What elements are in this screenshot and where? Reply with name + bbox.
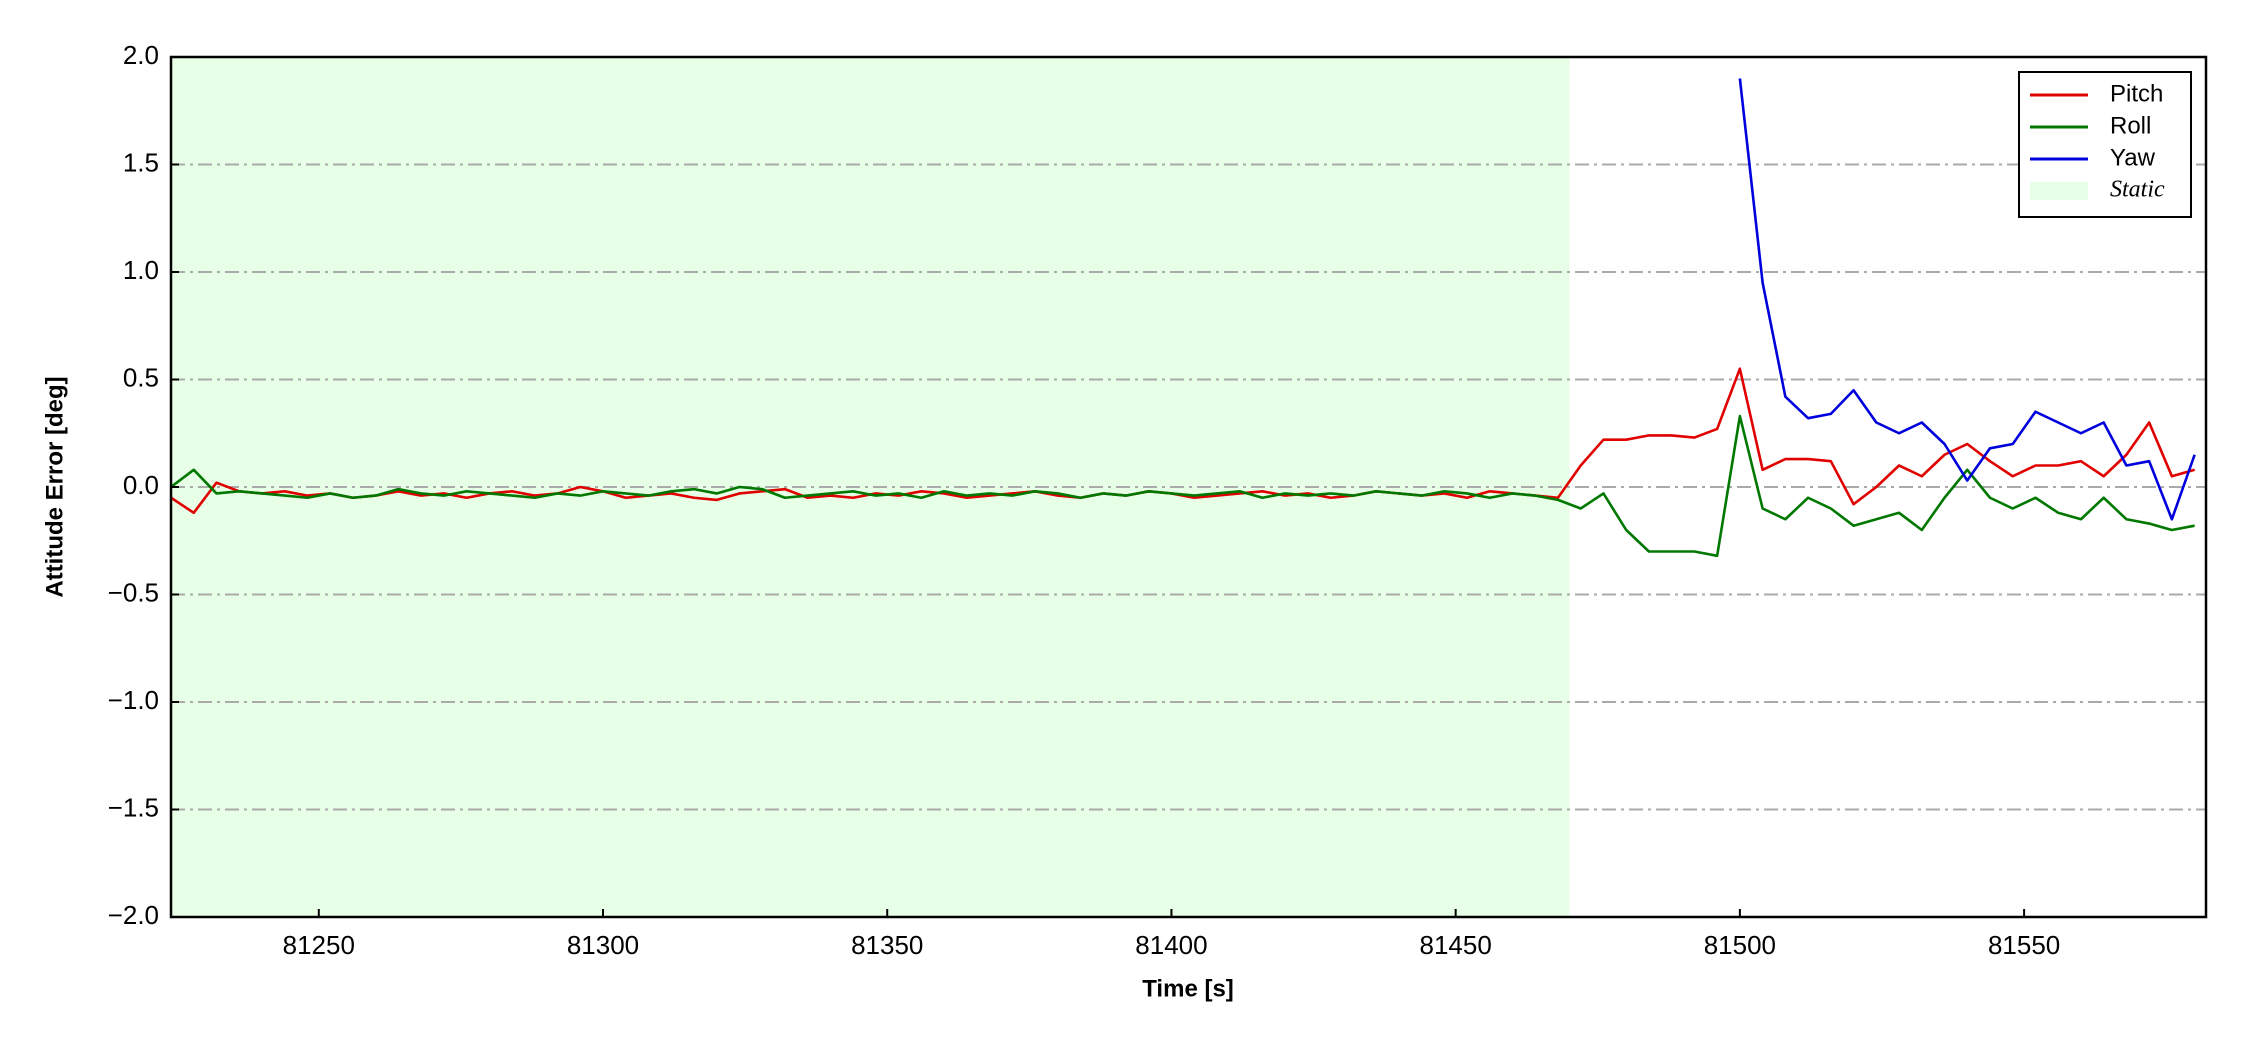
y-tick-label: 2.0 [123,40,159,70]
grid [171,163,2206,811]
legend-label: Static [2110,177,2165,203]
x-tick-label: 81400 [1135,930,1207,960]
series-line [1738,78,2196,521]
y-tick-label: 1.0 [123,255,159,285]
legend-label: Yaw [2110,144,2156,171]
y-tick-label: −2.0 [108,900,159,930]
legend-swatch [2030,182,2088,200]
x-tick-label: 81250 [283,930,355,960]
x-tick-label: 81450 [1420,930,1492,960]
axes: −2.0 −1.5 −1.0 −0.5 0.0 0.5 1.0 1.5 2.0 81250 8130… [108,40,2061,960]
legend-label: Pitch [2110,80,2163,107]
y-tick-label: −1.0 [108,685,159,715]
y-tick-label: 1.5 [123,147,159,177]
y-tick-label: −0.5 [108,577,159,607]
y-tick-label: 0.5 [123,362,159,392]
y-tick-label: 0.0 [123,470,159,500]
x-tick-label: 81500 [1704,930,1776,960]
y-axis-title: Attitude Error [deg] [41,376,68,597]
x-tick-label: 81350 [851,930,923,960]
x-tick-label: 81550 [1988,930,2060,960]
series-line [171,414,2195,558]
lines [171,78,2196,558]
legend: Pitch Roll Yaw Static [2018,71,2192,218]
x-axis-title: Time [s] [1142,975,1234,1002]
legend-label: Roll [2110,112,2151,139]
y-tick-label: −1.5 [108,792,159,822]
x-tick-label: 81300 [567,930,639,960]
